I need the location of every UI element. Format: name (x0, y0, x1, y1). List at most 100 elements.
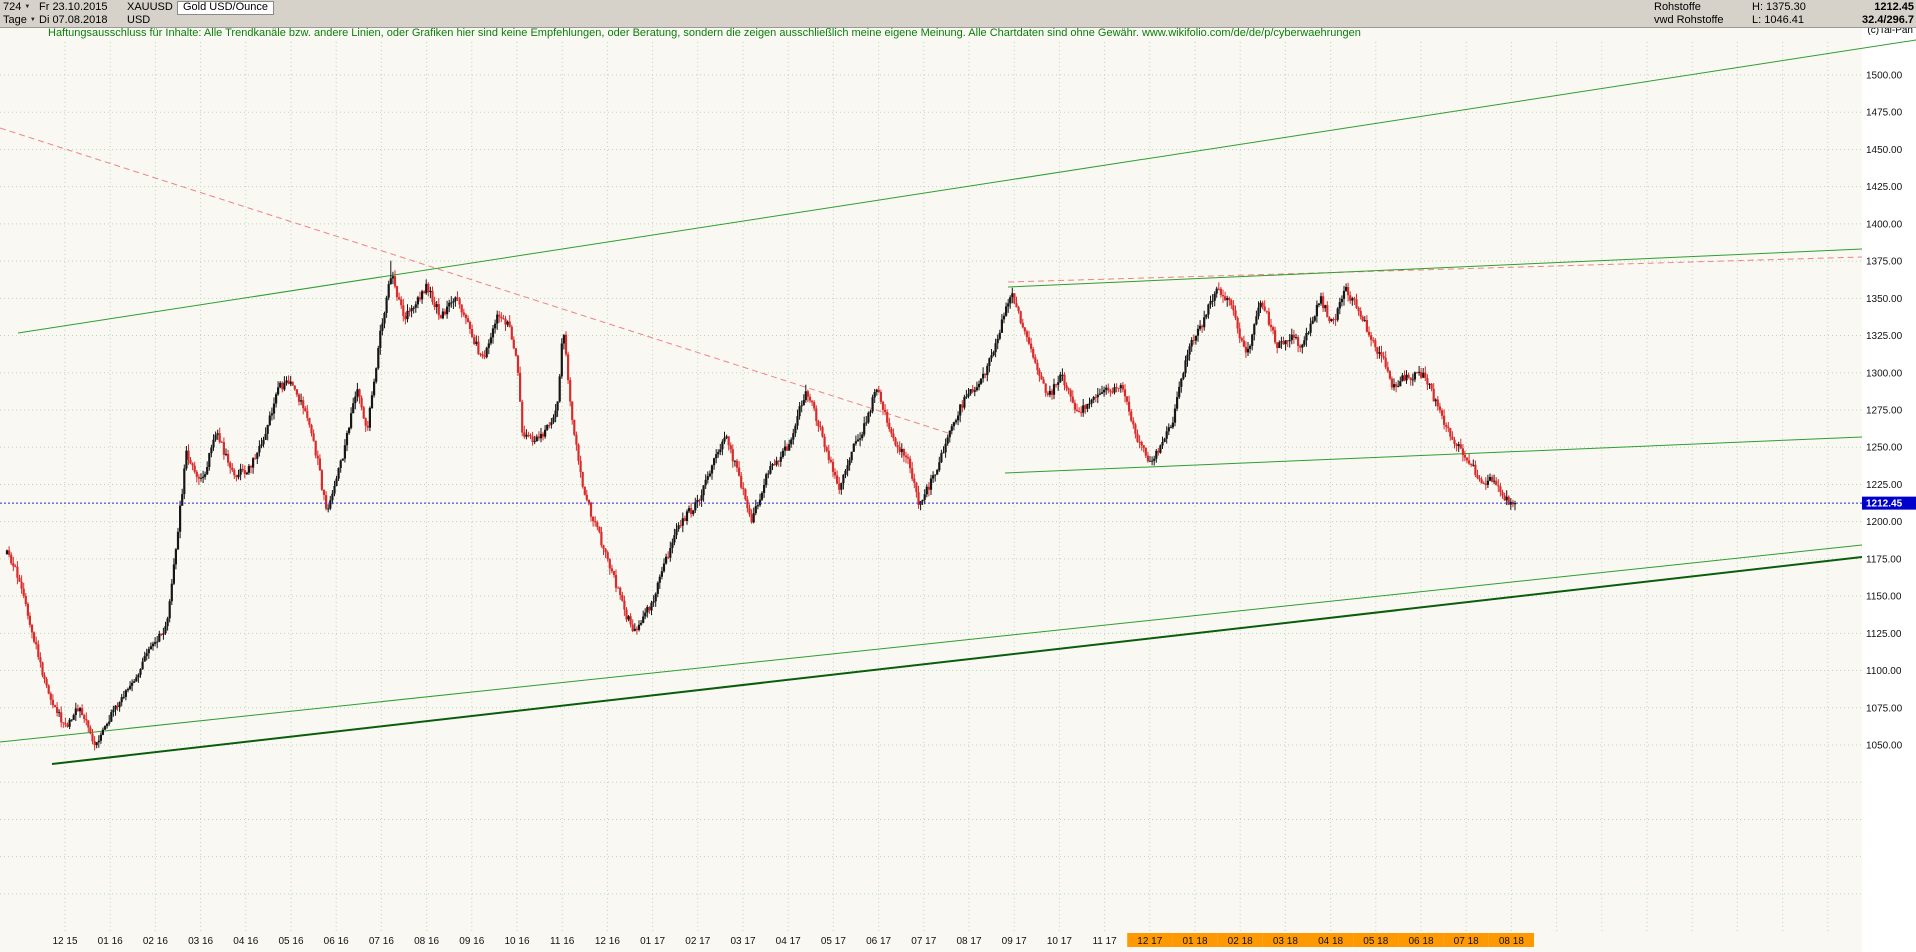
current-price-tag: 1212.45 (1862, 496, 1916, 510)
x-axis-range-highlight[interactable] (1262, 933, 1308, 947)
currency-label: USD (127, 14, 151, 26)
chart-background (0, 28, 1916, 952)
x-axis-label: 09 16 (459, 936, 484, 947)
y-axis-label: 1425.00 (1866, 182, 1903, 193)
period-high-label: H: 1375.30 (1752, 1, 1806, 13)
trendline-support-mid-green (1004, 436, 1863, 474)
change-label: 32.4/296.7 (1862, 14, 1914, 26)
x-axis-label: 02 16 (143, 936, 168, 947)
instrument-name[interactable]: Gold USD/Ounce (177, 0, 274, 15)
x-axis-label: 02 18 (1228, 936, 1253, 947)
y-axis-label: 1175.00 (1866, 554, 1902, 565)
x-axis-label: 05 17 (821, 936, 846, 947)
provider-label: vwd Rohstoffe (1654, 14, 1724, 26)
y-axis-label: 1350.00 (1866, 294, 1903, 305)
x-axis-label: 07 16 (369, 936, 394, 947)
y-axis-label: 1275.00 (1866, 406, 1903, 417)
y-axis-label: 1125.00 (1866, 629, 1902, 640)
x-axis-label: 08 17 (956, 936, 981, 947)
x-axis-label: 07 18 (1454, 936, 1479, 947)
x-axis-label: 08 18 (1499, 936, 1524, 947)
x-axis-label: 01 17 (640, 936, 665, 947)
x-axis-label: 01 16 (98, 936, 123, 947)
x-axis-range-highlight[interactable] (1172, 933, 1218, 947)
trendline-downtrend-2015-red-dashed (0, 127, 949, 434)
trendline-uptrend-major-green (17, 39, 1916, 334)
y-axis-label: 1500.00 (1866, 71, 1903, 82)
chart-start-date: Fr 23.10.2015 (39, 1, 108, 13)
y-axis-label: 1325.00 (1866, 331, 1903, 342)
y-axis-label: 1075.00 (1866, 703, 1903, 714)
trendline-resistance-green (1007, 248, 1863, 288)
bars-count-value: 724 (3, 1, 22, 13)
x-axis-label: 10 16 (504, 936, 529, 947)
x-axis-label: 01 18 (1182, 936, 1207, 947)
x-axis-label: 03 17 (730, 936, 755, 947)
trendline-channel-lower-green-2 (51, 556, 1863, 765)
title-bar: 724 ▼ Fr 23.10.2015 XAUUSD Gold USD/Ounc… (0, 0, 1916, 28)
chevron-down-icon: ▼ (24, 4, 31, 10)
x-axis-range-highlight[interactable] (1308, 933, 1354, 947)
x-axis-range-highlight[interactable] (1127, 933, 1173, 947)
x-axis-label: 06 16 (324, 936, 349, 947)
x-axis-label: 05 16 (278, 936, 303, 947)
x-axis-range-highlight[interactable] (1488, 933, 1534, 947)
price-axis-background (1862, 28, 1916, 952)
current-price-tag-text: 1212.45 (1866, 499, 1903, 510)
x-axis-label: 10 17 (1047, 936, 1072, 947)
timeframe-value: Tage (3, 14, 27, 26)
x-axis-label: 08 16 (414, 936, 439, 947)
candlestick-series (5, 260, 1517, 751)
trendline-resistance-1375-red-dashed (1007, 256, 1863, 283)
y-axis-label: 1250.00 (1866, 443, 1903, 454)
x-axis-label: 04 16 (233, 936, 258, 947)
x-axis-label: 07 17 (911, 936, 936, 947)
x-axis-range-highlight[interactable] (1398, 933, 1444, 947)
x-axis-label: 06 18 (1408, 936, 1433, 947)
x-axis-range-highlight[interactable] (1217, 933, 1263, 947)
x-axis-label: 11 16 (550, 936, 575, 947)
trendlines-layer (0, 39, 1916, 765)
x-axis-label: 11 17 (1092, 936, 1117, 947)
instrument-header: 724 ▼ Fr 23.10.2015 XAUUSD Gold USD/Ounc… (3, 0, 274, 27)
x-axis-label: 12 17 (1137, 936, 1162, 947)
disclaimer-text: Haftungsausschluss für Inhalte: Alle Tre… (48, 27, 1361, 39)
chart-end-date: Di 07.08.2018 (39, 14, 108, 26)
y-axis-label: 1100.00 (1866, 666, 1902, 677)
quote-header: Rohstoffe H: 1375.30 1212.45 vwd Rohstof… (1654, 1, 1914, 27)
x-axis-label: 09 17 (1002, 936, 1027, 947)
x-axis-label: 12 15 (52, 936, 77, 947)
copyright-text: (c)Tai-Pan (1867, 25, 1913, 36)
category-label: Rohstoffe (1654, 1, 1701, 13)
y-axis-label: 1400.00 (1866, 219, 1903, 230)
y-axis-label: 1050.00 (1866, 741, 1903, 752)
x-axis-label: 04 18 (1318, 936, 1343, 947)
y-axis-label: 1375.00 (1866, 257, 1903, 268)
y-axis: 1500.00 1475.00 1450.00 1425.00 1400.00 1375.… (1866, 71, 1903, 752)
period-low-label: L: 1046.41 (1752, 14, 1804, 26)
x-axis-label: 04 17 (776, 936, 801, 947)
timeframe-select[interactable]: Tage ▼ (3, 14, 39, 27)
x-axis-range-highlight[interactable] (1443, 933, 1489, 947)
y-axis-label: 1300.00 (1866, 368, 1903, 379)
symbol-label: XAUUSD (127, 1, 173, 13)
x-axis-label: 02 17 (685, 936, 710, 947)
y-axis-label: 1150.00 (1866, 592, 1902, 603)
x-axis-range-highlight[interactable] (1353, 933, 1399, 947)
y-axis-label: 1200.00 (1866, 517, 1903, 528)
x-axis-label: 05 18 (1363, 936, 1388, 947)
y-axis-label: 1225.00 (1866, 480, 1903, 491)
trendline-channel-lower-green-1 (0, 544, 1863, 743)
bars-count-select[interactable]: 724 ▼ (3, 1, 39, 14)
y-axis-label: 1450.00 (1866, 145, 1903, 156)
x-axis-label: 12 16 (595, 936, 620, 947)
x-axis: 12 15 01 16 02 16 03 16 04 16 05 16 06 16 07 16… (52, 933, 1534, 947)
y-axis-label: 1475.00 (1866, 108, 1903, 119)
x-axis-label: 03 16 (188, 936, 213, 947)
x-axis-label: 03 18 (1273, 936, 1298, 947)
last-price-label: 1212.45 (1874, 1, 1914, 13)
x-axis-label: 06 17 (866, 936, 891, 947)
chevron-down-icon: ▼ (29, 17, 36, 23)
